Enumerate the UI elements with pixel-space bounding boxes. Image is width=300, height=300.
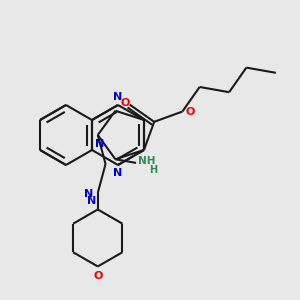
Text: N: N bbox=[95, 140, 104, 149]
Text: N: N bbox=[87, 196, 96, 206]
Text: O: O bbox=[93, 271, 103, 281]
Text: H: H bbox=[149, 164, 158, 175]
Text: N: N bbox=[113, 168, 123, 178]
Text: O: O bbox=[185, 106, 195, 116]
Text: O: O bbox=[120, 98, 130, 108]
Text: N: N bbox=[84, 190, 93, 200]
Text: NH: NH bbox=[138, 156, 155, 167]
Text: N: N bbox=[113, 92, 123, 102]
